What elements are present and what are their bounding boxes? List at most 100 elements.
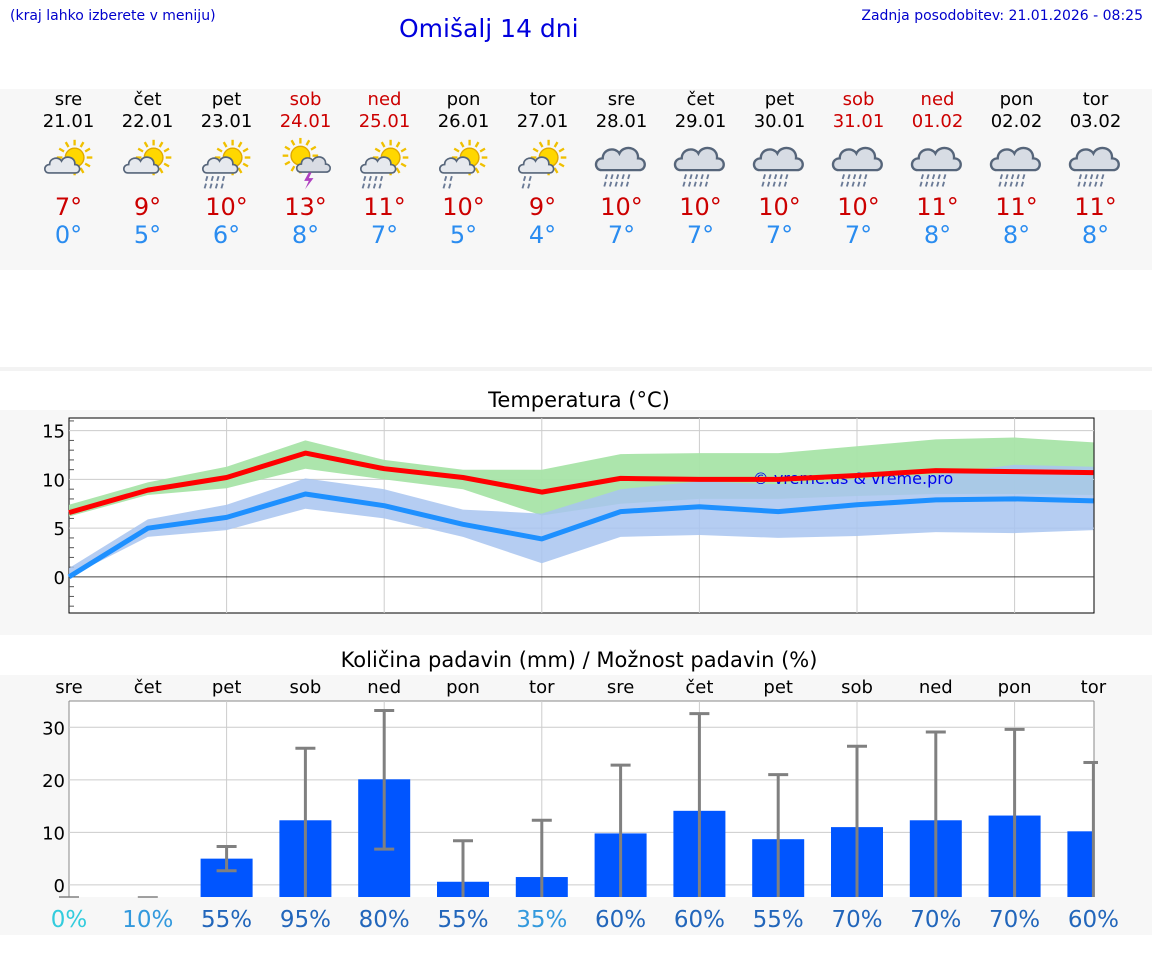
y-tick-label: 20	[42, 771, 65, 792]
category-label: pon	[998, 677, 1032, 698]
cloud-rain-icon	[989, 146, 1041, 187]
sun-cloud-rain-icon	[201, 139, 250, 189]
precipitation-probability: 55%	[753, 907, 804, 933]
precipitation-chart: Količina padavin (mm) / Možnost padavin …	[42, 648, 1119, 933]
day-date: 24.01	[279, 111, 332, 132]
day-name: sre	[54, 89, 83, 110]
y-tick-label: 15	[42, 422, 65, 443]
day-name: tor	[1082, 89, 1109, 110]
forecast-strip-background	[0, 89, 1152, 270]
min-temperature: 7°	[686, 221, 715, 249]
sun-cloud-icon	[43, 139, 92, 176]
precipitation-probability: 70%	[989, 907, 1040, 933]
day-name: pon	[446, 89, 481, 110]
precipitation-probability: 10%	[122, 907, 173, 933]
y-tick-label: 5	[54, 519, 65, 540]
max-temperature: 11°	[995, 193, 1038, 221]
category-label: tor	[529, 677, 555, 698]
precipitation-probability: 0%	[51, 907, 88, 933]
sun-storm-icon	[282, 137, 331, 190]
day-date: 26.01	[437, 111, 490, 132]
cloud-rain-icon	[594, 146, 646, 187]
y-tick-label: 0	[54, 876, 65, 897]
category-label: čet	[685, 677, 713, 698]
day-column: ned 01.02 11° 8°	[898, 89, 977, 249]
sun-cloud-drizzle-icon	[517, 139, 566, 189]
sun-cloud-rain-icon	[359, 139, 408, 189]
category-label: ned	[919, 677, 953, 698]
min-temperature: 7°	[765, 221, 794, 249]
day-column: pon 02.02 11° 8°	[977, 89, 1056, 249]
cloud-rain-icon	[673, 146, 725, 187]
day-date: 03.02	[1069, 111, 1122, 132]
precipitation-chart-title: Količina padavin (mm) / Možnost padavin …	[341, 648, 818, 672]
location-menu-hint: (kraj lahko izberete v meniju)	[10, 8, 216, 24]
day-date: 28.01	[595, 111, 648, 132]
max-temperature: 13°	[284, 193, 327, 221]
min-temperature-line	[67, 491, 1094, 580]
min-temperature: 5°	[133, 221, 162, 249]
max-temperature: 9°	[528, 193, 557, 221]
max-temperature-line	[68, 450, 1094, 516]
day-name: čet	[133, 89, 162, 110]
max-temperature: 10°	[442, 193, 485, 221]
page-title: Omišalj 14 dni	[399, 14, 579, 43]
y-tick-label: 10	[42, 470, 65, 491]
temperature-chart-title: Temperatura (°C)	[487, 388, 670, 412]
min-temperature: 6°	[212, 221, 241, 249]
day-date: 31.01	[832, 111, 885, 132]
precipitation-probability: 70%	[910, 907, 961, 933]
precipitation-bar	[1067, 831, 1094, 897]
max-temperature: 11°	[1074, 193, 1117, 221]
day-column: čet 29.01 10° 7°	[661, 89, 740, 249]
day-name: ned	[920, 89, 955, 110]
cloud-rain-icon	[752, 146, 804, 187]
day-date: 21.01	[42, 111, 95, 132]
day-date: 22.01	[121, 111, 174, 132]
category-label: pet	[763, 677, 793, 698]
day-column: pon 26.01 10° 5°	[424, 89, 503, 249]
category-label: sre	[55, 677, 82, 698]
precipitation-probability: 60%	[595, 907, 646, 933]
last-update-label: Zadnja posodobitev: 21.01.2026 - 08:25	[861, 8, 1143, 24]
day-date: 25.01	[358, 111, 411, 132]
y-tick-label: 10	[42, 823, 65, 844]
day-date: 23.01	[200, 111, 253, 132]
day-column: sob 31.01 10° 7°	[819, 89, 898, 249]
precipitation-probability: 55%	[437, 907, 488, 933]
min-temperature-band	[69, 464, 1094, 577]
precipitation-probability: 60%	[674, 907, 725, 933]
day-column: sre 28.01 10° 7°	[582, 89, 661, 249]
category-label: sob	[841, 677, 873, 698]
day-column: pet 30.01 10° 7°	[740, 89, 819, 249]
precipitation-probability: 55%	[201, 907, 252, 933]
category-label: pet	[212, 677, 242, 698]
day-date: 01.02	[911, 111, 964, 132]
y-tick-label: 30	[42, 718, 65, 739]
separator	[0, 367, 1152, 371]
min-temperature: 7°	[844, 221, 873, 249]
max-temperature: 7°	[54, 193, 83, 221]
max-temperature: 10°	[758, 193, 801, 221]
cloud-rain-icon	[831, 146, 883, 187]
day-date: 27.01	[516, 111, 569, 132]
day-name: sob	[842, 89, 875, 110]
category-label: sob	[289, 677, 321, 698]
min-temperature: 8°	[1081, 221, 1110, 249]
day-name: sre	[607, 89, 636, 110]
category-label: ned	[367, 677, 401, 698]
day-column: sre 21.01 7° 0°	[29, 89, 108, 249]
min-temperature: 8°	[923, 221, 952, 249]
min-temperature: 7°	[370, 221, 399, 249]
min-temperature: 8°	[291, 221, 320, 249]
day-name: ned	[367, 89, 402, 110]
day-column: ned 25.01 11° 7°	[345, 89, 424, 249]
min-temperature: 0°	[54, 221, 83, 249]
max-temperature: 10°	[837, 193, 880, 221]
sun-cloud-drizzle-icon	[438, 139, 487, 189]
category-label: tor	[1081, 677, 1107, 698]
day-column: pet 23.01 10° 6°	[187, 89, 266, 249]
category-label: pon	[446, 677, 480, 698]
sun-cloud-icon	[122, 139, 171, 176]
